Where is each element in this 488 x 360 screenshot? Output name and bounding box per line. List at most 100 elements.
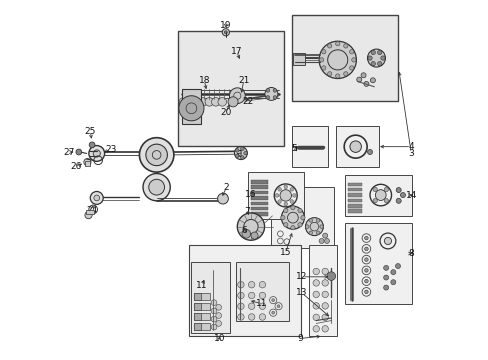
Circle shape <box>364 258 367 261</box>
Circle shape <box>364 236 367 240</box>
Bar <box>347 188 362 192</box>
Text: 17: 17 <box>230 47 242 56</box>
Circle shape <box>319 58 323 62</box>
Circle shape <box>273 96 276 99</box>
Bar <box>292 15 397 101</box>
Circle shape <box>343 44 347 48</box>
Text: 11: 11 <box>196 281 207 290</box>
Bar <box>250 202 267 205</box>
Text: 25: 25 <box>84 127 96 136</box>
Circle shape <box>322 233 327 238</box>
Circle shape <box>280 190 291 201</box>
Circle shape <box>321 280 328 286</box>
Text: 26: 26 <box>70 162 81 171</box>
Circle shape <box>321 66 325 70</box>
Bar <box>308 244 336 336</box>
Circle shape <box>383 265 388 270</box>
Circle shape <box>367 149 372 154</box>
Bar <box>188 244 300 336</box>
Circle shape <box>142 174 170 201</box>
Circle shape <box>319 238 324 243</box>
Circle shape <box>383 275 388 280</box>
Text: 1: 1 <box>238 150 244 159</box>
Bar <box>194 303 201 310</box>
Circle shape <box>369 78 375 83</box>
Bar <box>194 293 210 300</box>
Bar <box>250 196 267 200</box>
Circle shape <box>395 188 400 193</box>
Bar <box>86 211 94 214</box>
Circle shape <box>321 268 328 275</box>
Circle shape <box>259 303 265 310</box>
Circle shape <box>284 202 287 206</box>
Circle shape <box>93 150 100 157</box>
Circle shape <box>237 292 244 299</box>
Text: 4: 4 <box>407 142 413 151</box>
Bar <box>344 175 411 216</box>
Circle shape <box>211 308 217 314</box>
Circle shape <box>85 212 92 219</box>
Circle shape <box>277 200 281 203</box>
Circle shape <box>244 151 247 155</box>
Circle shape <box>283 208 287 213</box>
Bar <box>194 314 201 320</box>
Bar <box>347 183 362 186</box>
Bar <box>250 207 267 211</box>
Text: 21: 21 <box>238 76 249 85</box>
Circle shape <box>377 50 381 55</box>
Circle shape <box>76 149 81 155</box>
Bar <box>271 187 333 248</box>
Circle shape <box>240 147 244 150</box>
Circle shape <box>215 320 221 326</box>
Text: 14: 14 <box>405 190 416 199</box>
Circle shape <box>390 280 395 285</box>
Text: 18: 18 <box>198 76 210 85</box>
Text: 5: 5 <box>290 144 296 153</box>
Circle shape <box>237 213 264 240</box>
Circle shape <box>316 231 319 235</box>
Circle shape <box>321 325 328 332</box>
Text: 9: 9 <box>297 334 303 343</box>
Bar <box>344 223 411 304</box>
Circle shape <box>265 89 269 92</box>
Circle shape <box>380 56 384 60</box>
Circle shape <box>283 222 287 227</box>
Circle shape <box>89 142 95 148</box>
Text: 7: 7 <box>244 207 250 216</box>
Circle shape <box>327 72 331 76</box>
Bar <box>250 212 267 216</box>
Circle shape <box>400 193 405 198</box>
Circle shape <box>384 237 391 244</box>
Bar <box>194 293 201 300</box>
Circle shape <box>370 62 375 66</box>
Circle shape <box>319 41 356 78</box>
Bar <box>250 185 267 189</box>
Circle shape <box>372 187 377 192</box>
Circle shape <box>211 324 217 330</box>
Text: 16: 16 <box>244 190 256 199</box>
Circle shape <box>248 292 254 299</box>
Circle shape <box>83 158 91 166</box>
Circle shape <box>377 62 381 66</box>
Circle shape <box>297 208 302 213</box>
Circle shape <box>227 97 238 107</box>
Bar <box>235 262 288 321</box>
Bar <box>178 31 284 146</box>
Circle shape <box>204 98 213 106</box>
Text: 8: 8 <box>407 249 413 258</box>
Circle shape <box>321 291 328 298</box>
Bar <box>194 323 201 330</box>
Circle shape <box>289 188 293 191</box>
Circle shape <box>271 299 274 302</box>
Bar <box>194 323 210 330</box>
Text: 10: 10 <box>213 334 224 343</box>
Circle shape <box>145 144 167 166</box>
Bar <box>347 193 362 197</box>
Bar <box>247 172 303 219</box>
Circle shape <box>242 229 250 238</box>
Circle shape <box>198 98 207 106</box>
Text: 2: 2 <box>224 183 229 192</box>
Circle shape <box>364 279 367 283</box>
Text: 13: 13 <box>296 288 307 297</box>
Text: 12: 12 <box>296 272 307 281</box>
